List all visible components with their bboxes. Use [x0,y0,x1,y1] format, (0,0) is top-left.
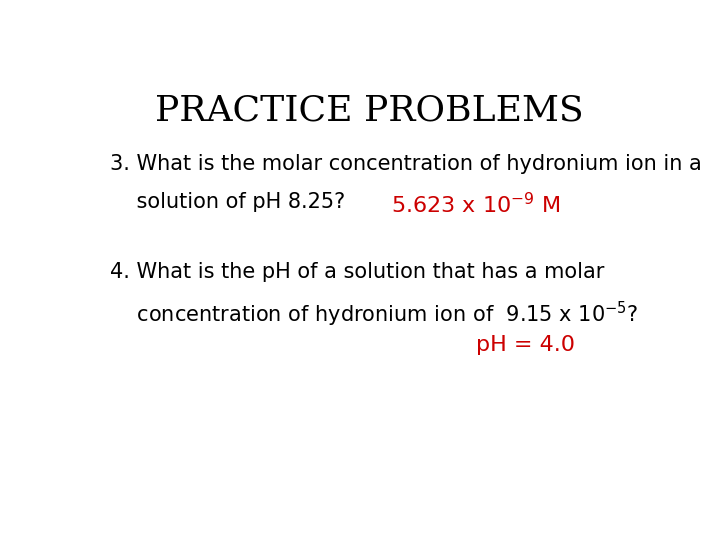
Text: concentration of hydronium ion of  9.15 x 10$^{-5}$?: concentration of hydronium ion of 9.15 x… [109,300,638,329]
Text: PRACTICE PROBLEMS: PRACTICE PROBLEMS [155,94,583,128]
Text: solution of pH 8.25?: solution of pH 8.25? [109,192,345,212]
Text: pH = 4.0: pH = 4.0 [477,335,575,355]
Text: 3. What is the molar concentration of hydronium ion in a: 3. What is the molar concentration of hy… [109,154,701,174]
Text: 4. What is the pH of a solution that has a molar: 4. What is the pH of a solution that has… [109,262,604,282]
Text: 5.623 x 10$^{-9}$ M: 5.623 x 10$^{-9}$ M [392,192,560,217]
